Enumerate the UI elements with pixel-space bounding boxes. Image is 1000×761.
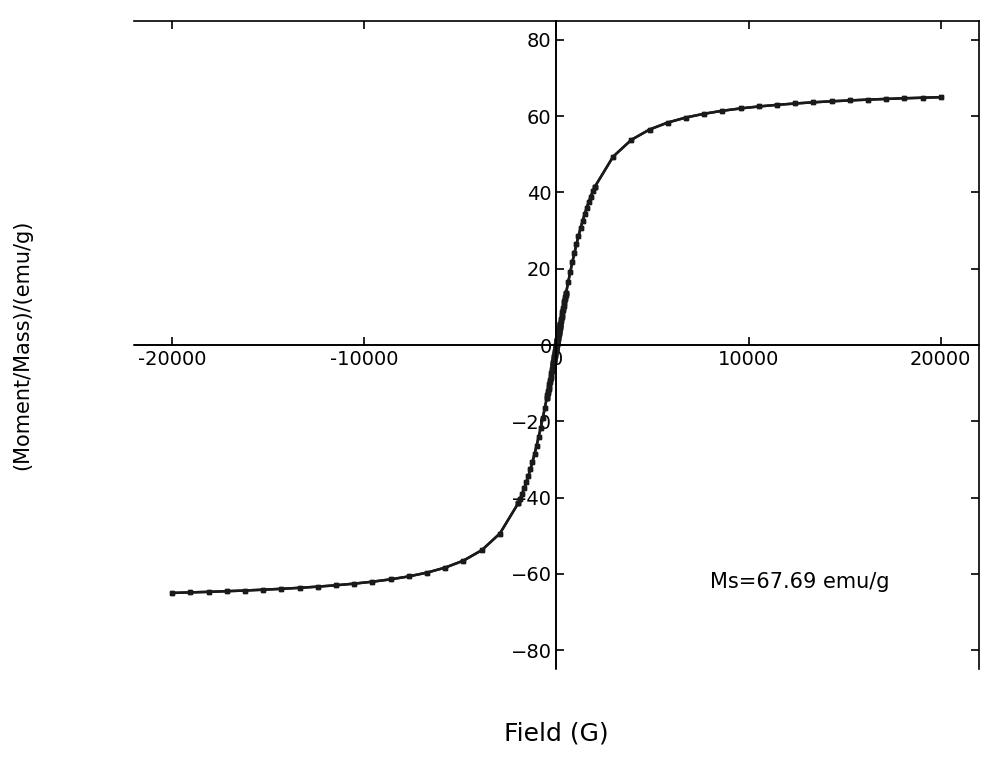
X-axis label: Field (G): Field (G) (504, 721, 609, 745)
Text: Ms=67.69 emu/g: Ms=67.69 emu/g (710, 572, 890, 591)
Y-axis label: (Moment/Mass)/(emu/g): (Moment/Mass)/(emu/g) (12, 220, 32, 470)
